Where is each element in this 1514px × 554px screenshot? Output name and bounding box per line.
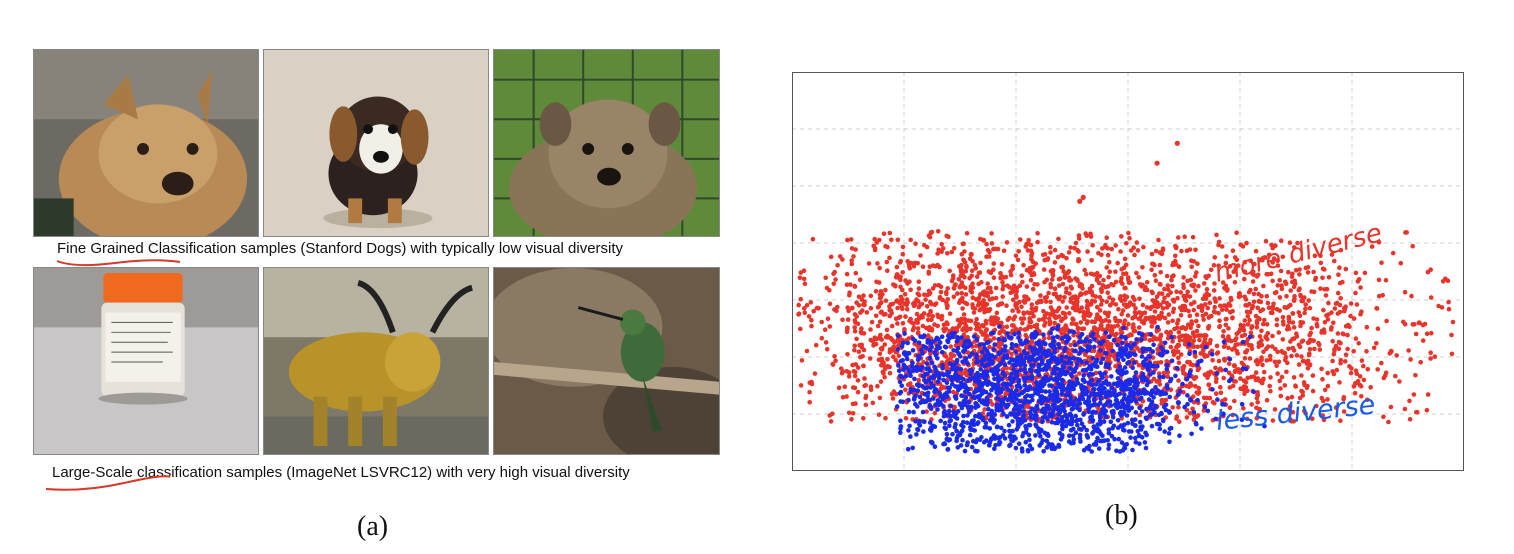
plot-grid xyxy=(792,72,1464,471)
data-point-s0-6 xyxy=(1416,320,1422,326)
data-point-s0-3 xyxy=(1077,198,1083,204)
panel-b-label: (b) xyxy=(1105,500,1138,531)
caption-large-scale: Large-Scale classification samples (Imag… xyxy=(52,464,630,481)
data-point-s1-1 xyxy=(1220,411,1226,417)
puppy-on-grass-photo xyxy=(493,49,720,237)
plot-frame xyxy=(792,72,1464,471)
data-point-s0-1 xyxy=(1154,160,1160,166)
panel-a-label: (a) xyxy=(357,511,389,542)
scatter-plot: more diverse less diverse xyxy=(792,72,1464,471)
terrier-photo xyxy=(33,49,259,237)
annotation-less-diverse: less diverse xyxy=(1214,389,1376,437)
golden-bull-statue-photo xyxy=(263,267,489,455)
data-point-s0-0 xyxy=(1174,140,1180,146)
specimen-jar-photo xyxy=(33,267,259,455)
data-point-s0-9 xyxy=(1248,343,1254,349)
data-point-s0-5 xyxy=(968,251,974,257)
plot-marks xyxy=(968,140,1422,417)
caption-fine-grained: Fine Grained Classification samples (Sta… xyxy=(57,240,624,257)
data-point-s1-2 xyxy=(1080,377,1086,383)
data-point-s0-8 xyxy=(1231,363,1237,369)
beagle-puppy-photo xyxy=(263,49,489,237)
data-point-s1-0 xyxy=(1175,400,1181,406)
hummingbird-on-branch-photo xyxy=(493,267,720,455)
data-point-s0-7 xyxy=(1388,348,1394,354)
data-point-s0-4 xyxy=(980,237,987,243)
blue-point-cloud xyxy=(894,324,1267,454)
data-point-s1-3 xyxy=(1131,391,1137,397)
data-point-s0-2 xyxy=(1080,194,1086,200)
